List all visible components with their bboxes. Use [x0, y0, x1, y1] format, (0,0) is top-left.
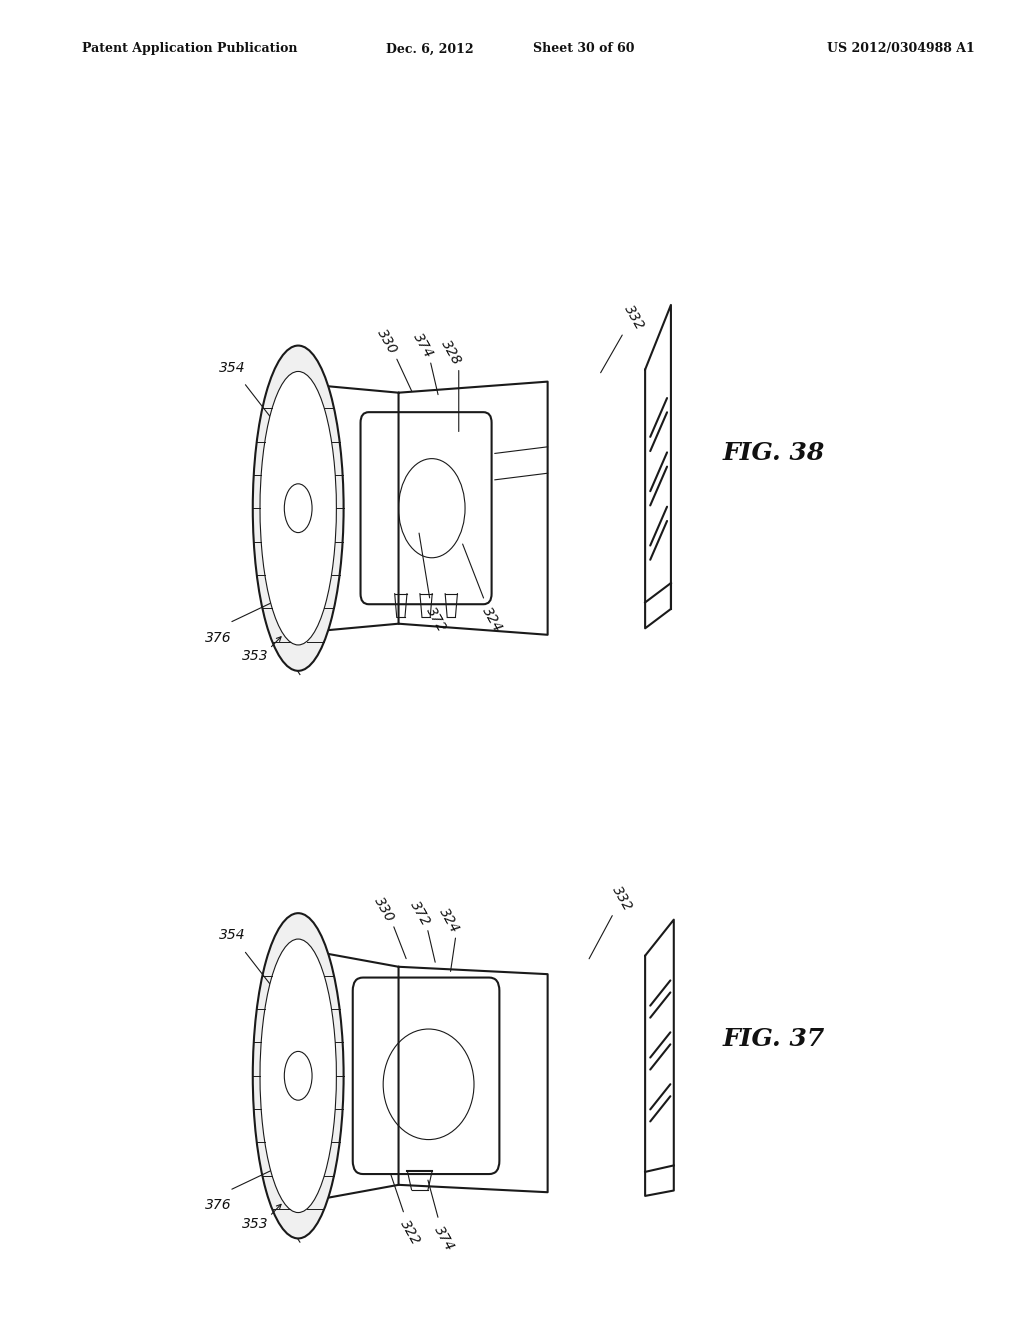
Ellipse shape	[285, 1052, 312, 1100]
Text: 353: 353	[242, 649, 268, 663]
Text: 332: 332	[621, 302, 646, 333]
Text: 328: 328	[439, 338, 464, 368]
Text: FIG. 37: FIG. 37	[723, 1027, 825, 1051]
Text: US 2012/0304988 A1: US 2012/0304988 A1	[827, 42, 975, 55]
Text: 376: 376	[205, 1199, 231, 1212]
Text: 372: 372	[408, 898, 433, 928]
Text: Sheet 30 of 60: Sheet 30 of 60	[532, 42, 635, 55]
Ellipse shape	[383, 1030, 474, 1139]
Text: 330: 330	[372, 895, 397, 924]
Text: 324: 324	[479, 605, 505, 634]
Text: 376: 376	[205, 631, 231, 644]
Text: 353: 353	[242, 1217, 268, 1230]
Text: 374: 374	[411, 330, 435, 360]
Ellipse shape	[260, 939, 336, 1213]
Text: 330: 330	[375, 327, 399, 356]
Ellipse shape	[253, 346, 344, 671]
Text: FIG. 38: FIG. 38	[723, 441, 825, 465]
Text: 324: 324	[436, 906, 462, 936]
Text: 374: 374	[432, 1224, 457, 1254]
Ellipse shape	[253, 913, 344, 1238]
Ellipse shape	[260, 371, 336, 645]
Text: 372: 372	[423, 605, 449, 634]
Text: Patent Application Publication: Patent Application Publication	[82, 42, 297, 55]
Text: 354: 354	[219, 928, 246, 942]
Ellipse shape	[285, 484, 312, 532]
Text: 354: 354	[219, 360, 246, 375]
Text: 322: 322	[397, 1218, 423, 1247]
Text: Dec. 6, 2012: Dec. 6, 2012	[386, 42, 474, 55]
Text: 332: 332	[609, 883, 635, 913]
